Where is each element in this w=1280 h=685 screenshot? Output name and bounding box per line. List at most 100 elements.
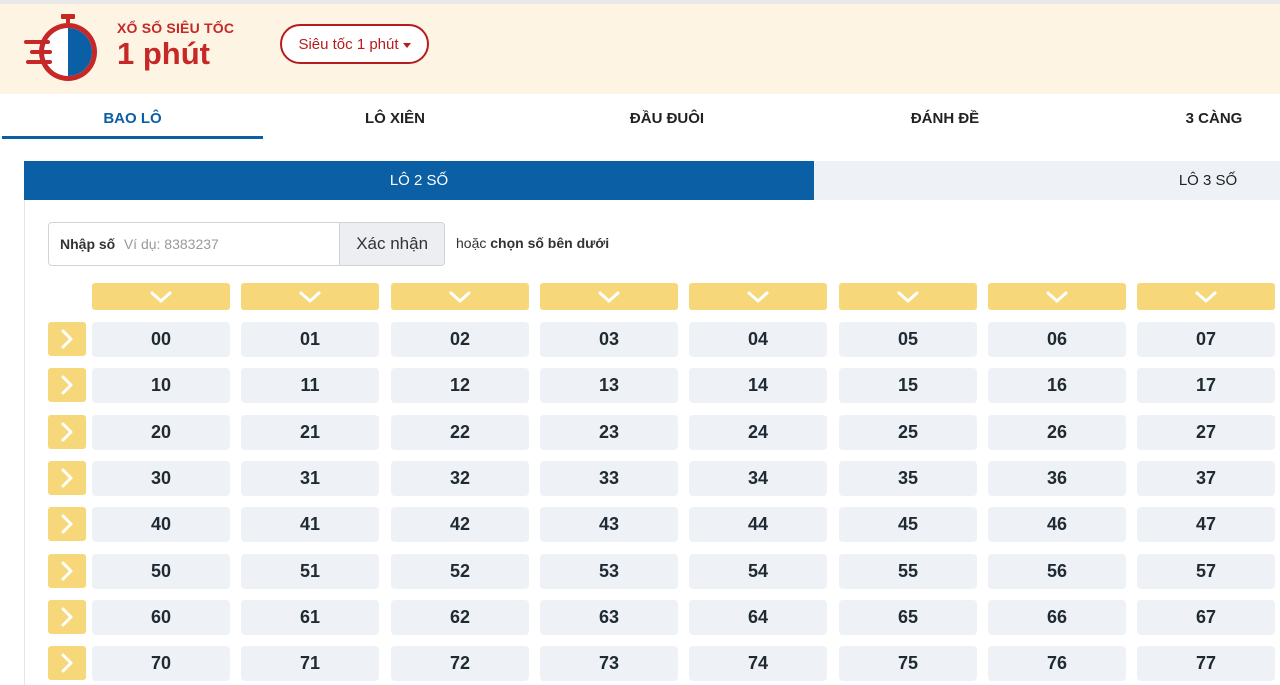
row-select-button[interactable]	[48, 600, 86, 634]
number-cell[interactable]: 17	[1137, 368, 1275, 403]
tab-danh-de[interactable]: ĐÁNH ĐỀ	[910, 109, 980, 127]
brand-title: 1 phút	[117, 36, 210, 71]
column-select-button[interactable]	[92, 283, 230, 310]
number-cell[interactable]: 53	[540, 554, 678, 589]
tab-bao-lo[interactable]: BAO LÔ	[103, 109, 162, 127]
chevron-right-icon	[60, 652, 74, 674]
number-cell[interactable]: 04	[689, 322, 827, 357]
stopwatch-logo-icon	[24, 14, 97, 81]
chevron-down-icon	[298, 290, 322, 304]
number-cell[interactable]: 21	[241, 415, 379, 450]
number-cell[interactable]: 00	[92, 322, 230, 357]
number-cell[interactable]: 33	[540, 461, 678, 496]
number-cell[interactable]: 26	[988, 415, 1126, 450]
confirm-button[interactable]: Xác nhận	[339, 223, 444, 265]
number-cell[interactable]: 31	[241, 461, 379, 496]
number-cell[interactable]: 36	[988, 461, 1126, 496]
number-cell[interactable]: 20	[92, 415, 230, 450]
column-select-button[interactable]	[839, 283, 977, 310]
number-cell[interactable]: 65	[839, 600, 977, 635]
column-select-button[interactable]	[241, 283, 379, 310]
number-cell[interactable]: 03	[540, 322, 678, 357]
number-cell[interactable]: 67	[1137, 600, 1275, 635]
number-cell[interactable]: 10	[92, 368, 230, 403]
chevron-down-icon	[746, 290, 770, 304]
column-select-button[interactable]	[1137, 283, 1275, 310]
number-cell[interactable]: 42	[391, 507, 529, 542]
row-select-button[interactable]	[48, 415, 86, 449]
number-cell[interactable]: 46	[988, 507, 1126, 542]
number-cell[interactable]: 57	[1137, 554, 1275, 589]
number-cell[interactable]: 44	[689, 507, 827, 542]
number-cell[interactable]: 62	[391, 600, 529, 635]
number-cell[interactable]: 06	[988, 322, 1126, 357]
number-cell[interactable]: 11	[241, 368, 379, 403]
number-cell[interactable]: 22	[391, 415, 529, 450]
subtab-lo-2-so[interactable]: LÔ 2 SỐ	[24, 161, 814, 200]
number-cell[interactable]: 71	[241, 646, 379, 681]
chevron-right-icon	[60, 421, 74, 443]
row-select-button[interactable]	[48, 507, 86, 541]
number-cell[interactable]: 45	[839, 507, 977, 542]
tab-lo-xien[interactable]: LÔ XIÊN	[364, 109, 425, 127]
number-cell[interactable]: 35	[839, 461, 977, 496]
number-cell[interactable]: 07	[1137, 322, 1275, 357]
number-cell[interactable]: 05	[839, 322, 977, 357]
number-cell[interactable]: 74	[689, 646, 827, 681]
tab-dau-duoi[interactable]: ĐẦU ĐUÔI	[629, 109, 705, 127]
number-cell[interactable]: 76	[988, 646, 1126, 681]
number-cell[interactable]: 40	[92, 507, 230, 542]
active-tab-indicator	[2, 136, 263, 139]
column-select-button[interactable]	[988, 283, 1126, 310]
number-cell[interactable]: 75	[839, 646, 977, 681]
number-cell[interactable]: 52	[391, 554, 529, 589]
number-cell[interactable]: 37	[1137, 461, 1275, 496]
row-select-button[interactable]	[48, 322, 86, 356]
row-select-button[interactable]	[48, 554, 86, 588]
number-cell[interactable]: 51	[241, 554, 379, 589]
number-cell[interactable]: 23	[540, 415, 678, 450]
row-select-button[interactable]	[48, 368, 86, 402]
number-cell[interactable]: 56	[988, 554, 1126, 589]
number-cell[interactable]: 13	[540, 368, 678, 403]
number-cell[interactable]: 47	[1137, 507, 1275, 542]
number-cell[interactable]: 70	[92, 646, 230, 681]
number-cell[interactable]: 24	[689, 415, 827, 450]
number-cell[interactable]: 12	[391, 368, 529, 403]
game-select-dropdown[interactable]: Siêu tốc 1 phút	[280, 24, 429, 64]
number-cell[interactable]: 25	[839, 415, 977, 450]
number-cell[interactable]: 01	[241, 322, 379, 357]
subtab-lo-3-so[interactable]: LÔ 3 SỐ	[1178, 172, 1238, 189]
number-cell[interactable]: 63	[540, 600, 678, 635]
number-input[interactable]	[122, 223, 340, 265]
number-cell[interactable]: 64	[689, 600, 827, 635]
tab-3-cang[interactable]: 3 CÀNG	[1185, 109, 1243, 127]
number-cell[interactable]: 27	[1137, 415, 1275, 450]
column-select-button[interactable]	[689, 283, 827, 310]
number-cell[interactable]: 14	[689, 368, 827, 403]
number-cell[interactable]: 16	[988, 368, 1126, 403]
main-tabs: BAO LÔ LÔ XIÊN ĐẦU ĐUÔI ĐÁNH ĐỀ 3 CÀNG	[0, 96, 1280, 140]
number-cell[interactable]: 73	[540, 646, 678, 681]
number-cell[interactable]: 15	[839, 368, 977, 403]
number-cell[interactable]: 54	[689, 554, 827, 589]
number-cell[interactable]: 41	[241, 507, 379, 542]
number-cell[interactable]: 32	[391, 461, 529, 496]
number-cell[interactable]: 30	[92, 461, 230, 496]
column-select-button[interactable]	[540, 283, 678, 310]
number-cell[interactable]: 60	[92, 600, 230, 635]
number-cell[interactable]: 02	[391, 322, 529, 357]
number-cell[interactable]: 61	[241, 600, 379, 635]
number-cell[interactable]: 66	[988, 600, 1126, 635]
number-cell[interactable]: 72	[391, 646, 529, 681]
sub-tabs: LÔ 2 SỐ LÔ 3 SỐ	[24, 161, 1280, 200]
number-cell[interactable]: 50	[92, 554, 230, 589]
column-select-button[interactable]	[391, 283, 529, 310]
number-cell[interactable]: 34	[689, 461, 827, 496]
row-select-button[interactable]	[48, 646, 86, 680]
number-cell[interactable]: 77	[1137, 646, 1275, 681]
number-cell[interactable]: 55	[839, 554, 977, 589]
number-cell[interactable]: 43	[540, 507, 678, 542]
chevron-right-icon	[60, 374, 74, 396]
row-select-button[interactable]	[48, 461, 86, 495]
